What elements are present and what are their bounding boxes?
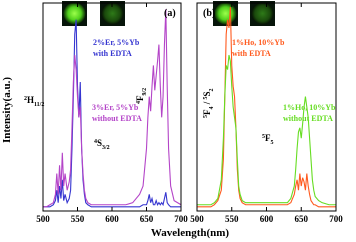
- x-axis-label: Wavelength(nm): [151, 227, 230, 239]
- state-sup: 5: [203, 115, 209, 118]
- annotation: with EDTA: [93, 49, 132, 58]
- x-tick-label: 650: [140, 214, 154, 224]
- state-label: 2H11/2: [24, 95, 44, 108]
- state-label: 4F9/2: [135, 88, 148, 104]
- state-base: S: [202, 91, 212, 96]
- state-base: F: [202, 109, 212, 115]
- state-sub: 9/2: [142, 88, 148, 96]
- state-sup: 2: [24, 96, 27, 102]
- state-sup: 4: [94, 139, 97, 145]
- state-sub: 2: [209, 88, 215, 91]
- x-tick-label: 600: [105, 214, 119, 224]
- x-tick-label: 700: [174, 214, 188, 224]
- state-label: 5F4 / 5S2: [202, 88, 215, 118]
- state-sup: 4: [136, 101, 142, 104]
- state-base: F: [265, 133, 271, 143]
- state-sup: 5: [262, 134, 265, 140]
- x-tick-label: 550: [71, 214, 85, 224]
- state-label: 5F5: [262, 133, 274, 146]
- state-sub: 5: [271, 140, 274, 146]
- series-line: [43, 9, 182, 208]
- x-tick-label: 500: [36, 214, 50, 224]
- state-base: F: [135, 95, 145, 101]
- annotation: 3%Er, 5%Yb: [92, 103, 139, 112]
- state-label: 4S3/2: [94, 138, 110, 151]
- annotation: without EDTA: [92, 114, 142, 123]
- annotation: 2%Er, 5%Yb: [93, 38, 140, 47]
- state-joiner: /: [202, 99, 212, 106]
- annotation: 1%Ho, 10%Yb: [283, 103, 336, 112]
- annotation: 1%Ho, 10%Yb: [232, 38, 285, 47]
- annotation: without EDTA: [283, 114, 333, 123]
- panel-label: (b): [203, 8, 215, 19]
- state-sup: 5: [203, 96, 209, 99]
- annotation: with EDTA: [232, 49, 271, 58]
- x-tick-label: 550: [225, 214, 239, 224]
- x-tick-label: 700: [329, 214, 343, 224]
- series-line: [197, 7, 336, 208]
- state-sub: 11/2: [34, 102, 44, 108]
- state-base: S: [97, 138, 102, 148]
- state-sub: 3/2: [102, 145, 110, 151]
- x-tick-label: 650: [295, 214, 309, 224]
- y-axis-label: Intensity(a.u.): [1, 77, 13, 143]
- series-line: [43, 19, 181, 208]
- state-sub: 4: [209, 107, 215, 110]
- series-line: [197, 54, 336, 206]
- x-tick-label: 600: [260, 214, 274, 224]
- x-tick-label: 500: [190, 214, 204, 224]
- state-base: H: [27, 95, 34, 105]
- panel-label: (a): [164, 8, 176, 19]
